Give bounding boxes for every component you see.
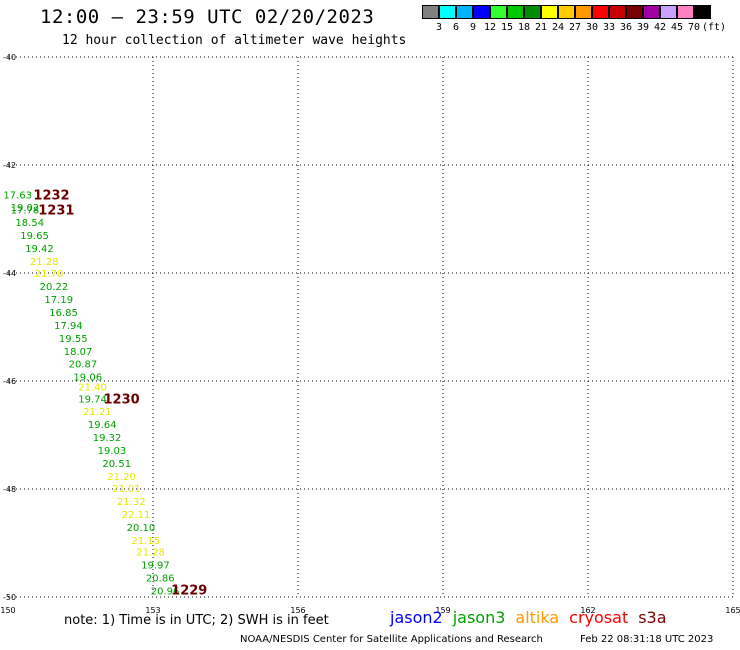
- colorbar-swatch: [575, 5, 592, 19]
- colorbar-tick-label: 6: [452, 22, 460, 33]
- wave-height-value: 20.51: [102, 459, 131, 470]
- latitude-label: -44: [3, 269, 16, 278]
- wave-height-value: 19.55: [59, 334, 88, 345]
- latitude-label: -46: [3, 377, 16, 386]
- wave-height-value: 20.87: [69, 360, 98, 371]
- legend-item-jason2: jason2: [390, 608, 443, 627]
- wave-height-value: 21.28: [136, 548, 165, 559]
- wave-height-value: 19.06: [73, 373, 102, 384]
- wave-height-value: 17.78: [11, 205, 40, 216]
- longitude-label: 162: [580, 606, 595, 615]
- colorbar-swatch: [694, 5, 711, 19]
- longitude-label: 159: [435, 606, 450, 615]
- wave-height-value: 17.94: [54, 321, 83, 332]
- colorbar-tick-label: 3: [435, 22, 443, 33]
- wave-height-value: 21.20: [107, 472, 136, 483]
- colorbar-tick-label: 12: [483, 22, 497, 33]
- legend-item-jason3: jason3: [452, 608, 506, 627]
- wave-height-value: 16.85: [49, 308, 78, 319]
- wave-height-value: 19.32: [93, 433, 122, 444]
- colorbar-tick-label: 24: [551, 22, 565, 33]
- colorbar-swatch: [422, 5, 439, 19]
- colorbar-tick-label: 36: [619, 22, 633, 33]
- colorbar-swatch: [677, 5, 694, 19]
- wave-height-value: 22.11: [122, 510, 151, 521]
- colorbar-swatch: [524, 5, 541, 19]
- colorbar-swatch: [473, 5, 490, 19]
- wave-height-value: 18.07: [64, 347, 93, 358]
- wave-height-value: 21.70: [35, 269, 64, 280]
- chart-subtitle: 12 hour collection of altimeter wave hei…: [62, 33, 407, 48]
- units-note: note: 1) Time is in UTC; 2) SWH is in fe…: [64, 613, 329, 628]
- credit-line: NOAA/NESDIS Center for Satellite Applica…: [240, 634, 543, 645]
- colorbar-tick-label: 15: [500, 22, 514, 33]
- wave-height-value: 19.65: [20, 231, 49, 242]
- longitude-label: 153: [145, 606, 160, 615]
- wave-height-value: 20.10: [127, 523, 156, 534]
- wave-height-value: 21.28: [30, 257, 59, 268]
- latitude-label: -48: [3, 485, 16, 494]
- wave-height-value: 21.01: [112, 484, 141, 495]
- colorbar-swatch: [456, 5, 473, 19]
- colorbar-swatch: [541, 5, 558, 19]
- latitude-label: -40: [3, 53, 16, 62]
- pass-cycle-label: 1231: [38, 203, 74, 218]
- wave-height-value: 19.42: [25, 244, 54, 255]
- longitude-label: 165: [725, 606, 740, 615]
- latitude-label: -50: [3, 593, 16, 602]
- colorbar-swatch: [626, 5, 643, 19]
- colorbar-swatch: [507, 5, 524, 19]
- colorbar-swatch: [490, 5, 507, 19]
- wave-height-value: 17.19: [44, 295, 73, 306]
- wave-height-value: 19.02: [11, 203, 40, 214]
- legend-item-cryosat: cryosat: [569, 608, 629, 627]
- wave-height-value: 20.96: [151, 587, 180, 598]
- colorbar-tick-label: 45: [670, 22, 684, 33]
- colorbar-swatch: [609, 5, 626, 19]
- colorbar-tick-label: 33: [602, 22, 616, 33]
- pass-cycle-label: 1230: [103, 392, 139, 407]
- colorbar-tick-label: 27: [568, 22, 582, 33]
- wave-height-value: 19.03: [98, 446, 127, 457]
- colorbar-swatch: [592, 5, 609, 19]
- colorbar-unit: (ft): [702, 22, 727, 33]
- colorbar-tick-label: 18: [517, 22, 531, 33]
- longitude-label: 156: [290, 606, 305, 615]
- colorbar-swatch: [439, 5, 456, 19]
- wave-height-value: 19.64: [88, 420, 117, 431]
- wave-height-value: 19.74: [78, 394, 107, 405]
- colorbar-tick-label: 9: [469, 22, 477, 33]
- generation-timestamp: Feb 22 08:31:18 UTC 2023: [580, 634, 714, 645]
- wave-height-value: 20.86: [146, 574, 175, 585]
- colorbar-swatch: [660, 5, 677, 19]
- wave-height-value: 21.32: [117, 497, 146, 508]
- wave-height-value: 19.97: [141, 561, 170, 572]
- pass-cycle-label: 1232: [33, 189, 69, 204]
- colorbar-swatch: [643, 5, 660, 19]
- pass-cycle-label: 1229: [171, 583, 207, 598]
- legend-item-altika: altika: [515, 608, 560, 627]
- colorbar-tick-label: 39: [636, 22, 650, 33]
- wave-height-value: 21.15: [131, 536, 160, 547]
- wave-height-value: 21.40: [78, 382, 107, 393]
- wave-height-value: 21.21: [83, 407, 112, 418]
- wave-height-value: 18.54: [15, 218, 44, 229]
- latitude-label: -42: [3, 161, 16, 170]
- colorbar-tick-label: 70: [687, 22, 701, 33]
- legend-item-s3a: s3a: [638, 608, 667, 627]
- colorbar-swatch: [558, 5, 575, 19]
- chart-title: 12:00 – 23:59 UTC 02/20/2023: [40, 6, 375, 28]
- wave-height-value: 17.63: [3, 191, 32, 202]
- colorbar-tick-label: 42: [653, 22, 667, 33]
- longitude-label: 150: [0, 606, 15, 615]
- wave-height-value: 20.22: [40, 282, 69, 293]
- colorbar-tick-label: 21: [534, 22, 548, 33]
- satellite-legend: jason2 jason3 altika cryosat s3a: [390, 608, 677, 627]
- colorbar-tick-label: 30: [585, 22, 599, 33]
